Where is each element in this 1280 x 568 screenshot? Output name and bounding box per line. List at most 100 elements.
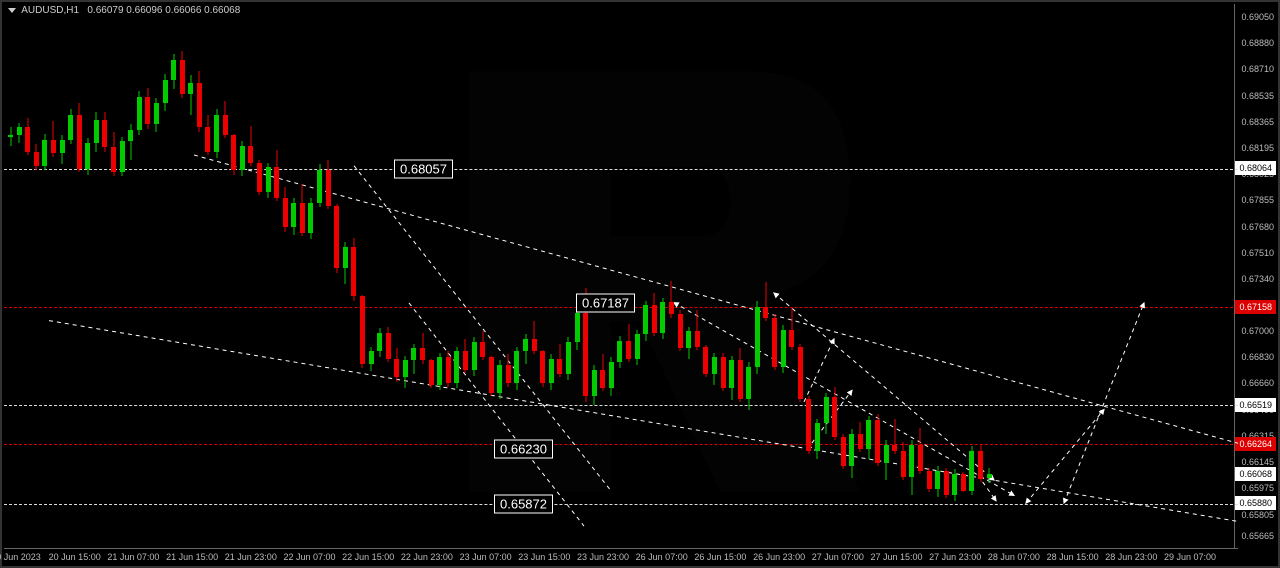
candle: [695, 4, 700, 536]
candle: [188, 4, 193, 536]
candle: [223, 4, 228, 536]
candle: [738, 4, 743, 536]
y-tick: 0.68195: [1241, 143, 1274, 153]
chart-container: AUDUSD,H1 0.66079 0.66096 0.66066 0.6606…: [0, 0, 1280, 568]
candle: [927, 4, 932, 536]
candle: [266, 4, 271, 536]
candle: [669, 4, 674, 536]
dropdown-triangle-icon: [8, 8, 16, 13]
x-tick: 20 Jun 15:00: [49, 552, 101, 562]
candle: [394, 4, 399, 536]
candle: [77, 4, 82, 536]
price-label: 0.66230: [494, 440, 553, 459]
candle: [892, 4, 897, 536]
y-tick: 0.67000: [1241, 326, 1274, 336]
x-tick: 27 Jun 07:00: [812, 552, 864, 562]
y-tick: 0.67510: [1241, 248, 1274, 258]
candle: [755, 4, 760, 536]
candle: [446, 4, 451, 536]
x-tick: 20 Jun 2023: [0, 552, 41, 562]
candle: [291, 4, 296, 536]
y-tick: 0.68710: [1241, 64, 1274, 74]
x-tick: 29 Jun 07:00: [1164, 552, 1216, 562]
y-tick: 0.66830: [1241, 352, 1274, 362]
x-tick: 26 Jun 23:00: [753, 552, 805, 562]
candle: [969, 4, 974, 536]
candle: [841, 4, 846, 536]
y-tick: 0.68535: [1241, 91, 1274, 101]
price-label: 0.68057: [394, 160, 453, 179]
candle: [781, 4, 786, 536]
x-tick: 26 Jun 07:00: [636, 552, 688, 562]
candle: [832, 4, 837, 536]
candle: [858, 4, 863, 536]
candle: [978, 4, 983, 536]
x-tick: 28 Jun 15:00: [1047, 552, 1099, 562]
candle: [463, 4, 468, 536]
candle: [274, 4, 279, 536]
candle: [68, 4, 73, 536]
candle: [154, 4, 159, 536]
candle: [403, 4, 408, 536]
x-tick: 27 Jun 23:00: [929, 552, 981, 562]
x-tick: 23 Jun 23:00: [577, 552, 629, 562]
candle: [454, 4, 459, 536]
candle: [60, 4, 65, 536]
candle: [952, 4, 957, 536]
candle: [231, 4, 236, 536]
candle: [746, 4, 751, 536]
candle: [686, 4, 691, 536]
candle: [214, 4, 219, 536]
y-axis: 0.690500.688800.687100.685350.683650.681…: [1234, 4, 1276, 552]
chart-header: AUDUSD,H1 0.66079 0.66096 0.66066 0.6606…: [8, 5, 240, 16]
candle: [824, 4, 829, 536]
candle: [111, 4, 116, 536]
candle: [866, 4, 871, 536]
x-tick: 23 Jun 15:00: [518, 552, 570, 562]
plot-area[interactable]: 0.680570.671870.662300.65872: [4, 4, 1238, 552]
candle: [884, 4, 889, 536]
candle: [961, 4, 966, 536]
y-price-tag: 0.66068: [1235, 467, 1276, 481]
candle: [789, 4, 794, 536]
candle: [806, 4, 811, 536]
candle: [901, 4, 906, 536]
candle: [480, 4, 485, 536]
candle: [600, 4, 605, 536]
candle: [489, 4, 494, 536]
candle: [326, 4, 331, 536]
candle: [420, 4, 425, 536]
x-tick: 28 Jun 07:00: [988, 552, 1040, 562]
candle: [257, 4, 262, 536]
candle: [369, 4, 374, 536]
candle: [566, 4, 571, 536]
candle: [763, 4, 768, 536]
candle: [8, 4, 13, 536]
y-price-tag: 0.68064: [1235, 161, 1276, 175]
candle: [557, 4, 562, 536]
y-price-tag: 0.66264: [1235, 437, 1276, 451]
candle: [343, 4, 348, 536]
candle: [42, 4, 47, 536]
ohlc-label: 0.66079 0.66096 0.66066 0.66068: [87, 5, 240, 16]
candle: [729, 4, 734, 536]
y-tick: 0.65975: [1241, 483, 1274, 493]
candle: [583, 4, 588, 536]
candle: [703, 4, 708, 536]
candle: [248, 4, 253, 536]
candle: [660, 4, 665, 536]
y-tick: 0.66145: [1241, 457, 1274, 467]
y-price-tag: 0.66519: [1235, 398, 1276, 412]
y-tick: 0.67340: [1241, 274, 1274, 284]
candle: [377, 4, 382, 536]
candle: [935, 4, 940, 536]
candle: [386, 4, 391, 536]
price-label: 0.65872: [494, 495, 553, 514]
candle: [909, 4, 914, 536]
y-tick: 0.66660: [1241, 378, 1274, 388]
candle: [300, 4, 305, 536]
candle: [849, 4, 854, 536]
candle: [472, 4, 477, 536]
candle: [102, 4, 107, 536]
candle: [944, 4, 949, 536]
